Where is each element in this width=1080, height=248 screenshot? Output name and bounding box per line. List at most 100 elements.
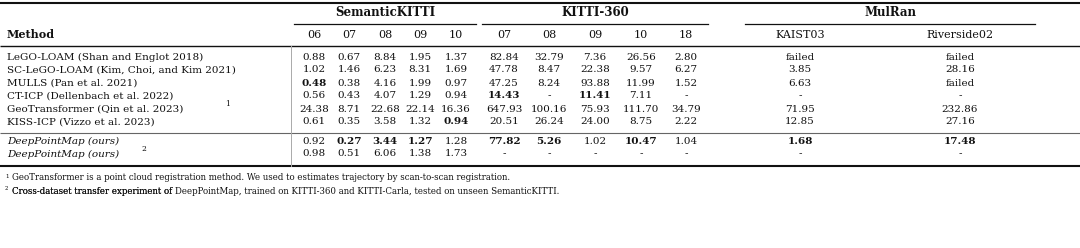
Text: 7.36: 7.36 bbox=[583, 53, 607, 62]
Text: MULLS (Pan et al. 2021): MULLS (Pan et al. 2021) bbox=[6, 79, 137, 88]
Text: -: - bbox=[958, 92, 962, 100]
Text: ²: ² bbox=[5, 186, 9, 195]
Text: LeGO-LOAM (Shan and Englot 2018): LeGO-LOAM (Shan and Englot 2018) bbox=[6, 52, 203, 62]
Text: Riverside02: Riverside02 bbox=[927, 30, 994, 40]
Text: 232.86: 232.86 bbox=[942, 104, 978, 114]
Text: 111.70: 111.70 bbox=[623, 104, 659, 114]
Text: 6.63: 6.63 bbox=[788, 79, 811, 88]
Text: 27.16: 27.16 bbox=[945, 118, 975, 126]
Text: 6.27: 6.27 bbox=[674, 65, 698, 74]
Text: failed: failed bbox=[945, 53, 974, 62]
Text: -: - bbox=[685, 150, 688, 158]
Text: 6.06: 6.06 bbox=[374, 150, 396, 158]
Text: 4.07: 4.07 bbox=[374, 92, 396, 100]
Text: Cross-dataset transfer experiment of ⁣DeepPointMap⁣, trained on KITTI-360 and KI: Cross-dataset transfer experiment of ⁣De… bbox=[12, 186, 559, 195]
Text: 24.38: 24.38 bbox=[299, 104, 329, 114]
Text: -: - bbox=[685, 92, 688, 100]
Text: 3.85: 3.85 bbox=[788, 65, 811, 74]
Text: 1.02: 1.02 bbox=[302, 65, 325, 74]
Text: 71.95: 71.95 bbox=[785, 104, 815, 114]
Text: -: - bbox=[798, 150, 801, 158]
Text: 0.35: 0.35 bbox=[337, 118, 361, 126]
Text: DeepPointMap (ours): DeepPointMap (ours) bbox=[6, 150, 119, 158]
Text: 8.75: 8.75 bbox=[630, 118, 652, 126]
Text: MulRan: MulRan bbox=[864, 6, 916, 20]
Text: CT-ICP (Dellenbach et al. 2022): CT-ICP (Dellenbach et al. 2022) bbox=[6, 92, 174, 100]
Text: 18: 18 bbox=[679, 30, 693, 40]
Text: Method: Method bbox=[6, 30, 55, 40]
Text: 20.51: 20.51 bbox=[489, 118, 518, 126]
Text: 09: 09 bbox=[588, 30, 603, 40]
Text: 1.32: 1.32 bbox=[408, 118, 432, 126]
Text: 8.47: 8.47 bbox=[538, 65, 561, 74]
Text: 34.79: 34.79 bbox=[671, 104, 701, 114]
Text: 32.79: 32.79 bbox=[535, 53, 564, 62]
Text: KISS-ICP (Vizzo et al. 2023): KISS-ICP (Vizzo et al. 2023) bbox=[6, 118, 154, 126]
Text: 2.80: 2.80 bbox=[674, 53, 698, 62]
Text: 0.98: 0.98 bbox=[302, 150, 325, 158]
Text: 0.51: 0.51 bbox=[337, 150, 361, 158]
Text: 26.24: 26.24 bbox=[535, 118, 564, 126]
Text: 82.84: 82.84 bbox=[489, 53, 518, 62]
Text: 1.46: 1.46 bbox=[337, 65, 361, 74]
Text: 0.67: 0.67 bbox=[337, 53, 361, 62]
Text: 0.92: 0.92 bbox=[302, 136, 325, 146]
Text: 11.99: 11.99 bbox=[626, 79, 656, 88]
Text: 77.82: 77.82 bbox=[488, 136, 521, 146]
Text: -: - bbox=[798, 92, 801, 100]
Text: -: - bbox=[958, 150, 962, 158]
Text: KAIST03: KAIST03 bbox=[775, 30, 825, 40]
Text: -: - bbox=[502, 150, 505, 158]
Text: 16.36: 16.36 bbox=[441, 104, 471, 114]
Text: SC-LeGO-LOAM (Kim, Choi, and Kim 2021): SC-LeGO-LOAM (Kim, Choi, and Kim 2021) bbox=[6, 65, 235, 74]
Text: 0.43: 0.43 bbox=[337, 92, 361, 100]
Text: 17.48: 17.48 bbox=[944, 136, 976, 146]
Text: 1.02: 1.02 bbox=[583, 136, 607, 146]
Text: 7.11: 7.11 bbox=[630, 92, 652, 100]
Text: 08: 08 bbox=[542, 30, 556, 40]
Text: 1.28: 1.28 bbox=[445, 136, 468, 146]
Text: 1.99: 1.99 bbox=[408, 79, 432, 88]
Text: 22.38: 22.38 bbox=[580, 65, 610, 74]
Text: 1: 1 bbox=[225, 100, 230, 108]
Text: 0.88: 0.88 bbox=[302, 53, 325, 62]
Text: 1.95: 1.95 bbox=[408, 53, 432, 62]
Text: 1.04: 1.04 bbox=[674, 136, 698, 146]
Text: 22.14: 22.14 bbox=[405, 104, 435, 114]
Text: 0.56: 0.56 bbox=[302, 92, 325, 100]
Text: 10: 10 bbox=[449, 30, 463, 40]
Text: 4.16: 4.16 bbox=[374, 79, 396, 88]
Text: 8.24: 8.24 bbox=[538, 79, 561, 88]
Text: ¹: ¹ bbox=[5, 174, 9, 183]
Text: 0.97: 0.97 bbox=[445, 79, 468, 88]
Text: 22.68: 22.68 bbox=[370, 104, 400, 114]
Text: Cross-dataset transfer experiment of: Cross-dataset transfer experiment of bbox=[12, 186, 175, 195]
Text: 1.69: 1.69 bbox=[445, 65, 468, 74]
Text: 12.85: 12.85 bbox=[785, 118, 815, 126]
Text: 1.37: 1.37 bbox=[445, 53, 468, 62]
Text: 07: 07 bbox=[342, 30, 356, 40]
Text: GeoTransformer is a point cloud registration method. We used to estimates trajec: GeoTransformer is a point cloud registra… bbox=[12, 174, 510, 183]
Text: 24.00: 24.00 bbox=[580, 118, 610, 126]
Text: 1.73: 1.73 bbox=[445, 150, 468, 158]
Text: 100.16: 100.16 bbox=[530, 104, 567, 114]
Text: 0.48: 0.48 bbox=[301, 79, 326, 88]
Text: 8.31: 8.31 bbox=[408, 65, 432, 74]
Text: 1.29: 1.29 bbox=[408, 92, 432, 100]
Text: GeoTransformer (Qin et al. 2023): GeoTransformer (Qin et al. 2023) bbox=[6, 104, 184, 114]
Text: 10: 10 bbox=[634, 30, 648, 40]
Text: 10.47: 10.47 bbox=[624, 136, 658, 146]
Text: 0.94: 0.94 bbox=[445, 92, 468, 100]
Text: 47.78: 47.78 bbox=[489, 65, 518, 74]
Text: 75.93: 75.93 bbox=[580, 104, 610, 114]
Text: 0.94: 0.94 bbox=[444, 118, 469, 126]
Text: 2.22: 2.22 bbox=[674, 118, 698, 126]
Text: 0.38: 0.38 bbox=[337, 79, 361, 88]
Text: 06: 06 bbox=[307, 30, 321, 40]
Text: -: - bbox=[548, 92, 551, 100]
Text: KITTI-360: KITTI-360 bbox=[562, 6, 629, 20]
Text: 93.88: 93.88 bbox=[580, 79, 610, 88]
Text: 11.41: 11.41 bbox=[579, 92, 611, 100]
Text: 9.57: 9.57 bbox=[630, 65, 652, 74]
Text: 08: 08 bbox=[378, 30, 392, 40]
